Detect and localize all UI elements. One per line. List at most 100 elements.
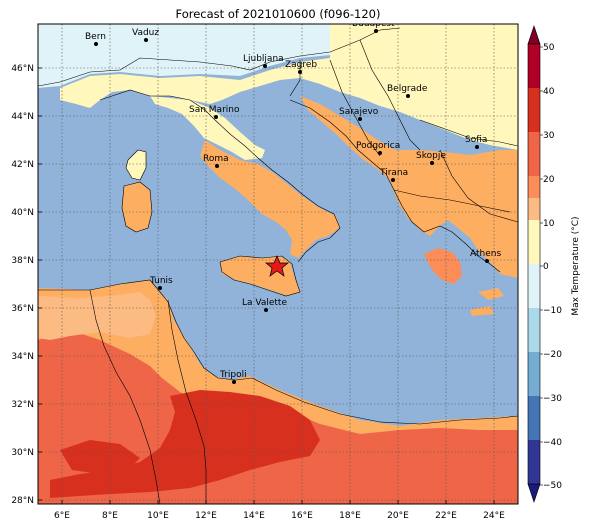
city-label-bern: Bern <box>85 32 106 42</box>
colorbar-band <box>528 88 540 110</box>
map-area: Bern Vaduz Budapest Ljubljana Zagreb Bel… <box>38 19 518 504</box>
sahara-red-patch <box>60 440 140 474</box>
city-label-zagreb: Zagreb <box>285 60 317 70</box>
colorbar-band <box>528 308 540 330</box>
city-label-athens: Athens <box>470 249 501 259</box>
city-label-tunis: Tunis <box>149 276 173 286</box>
lon-tick-label: 16°E <box>291 511 313 521</box>
colorbar-band <box>528 132 540 154</box>
lat-tick-label: 32°N <box>11 400 34 410</box>
city-label-sarajevo: Sarajevo <box>339 107 379 117</box>
colorbar-band <box>528 462 540 484</box>
city-dot-tripoli <box>232 380 236 384</box>
city-dot-budapest <box>374 29 378 33</box>
colorbar-band <box>528 154 540 176</box>
city-label-vaduz: Vaduz <box>132 28 159 38</box>
colorbar-frame <box>527 43 541 485</box>
forecast-point-star <box>265 255 289 277</box>
city-markers <box>94 29 489 384</box>
lat-tick-label: 30°N <box>11 448 34 458</box>
colorbar-band <box>528 220 540 242</box>
colorbar-band <box>528 374 540 396</box>
colorbar: 50 40 30 20 10 0 −10 −20 −30 −40 −50 Max… <box>527 25 581 503</box>
balkans-orange <box>300 96 518 278</box>
lon-tick-label: 22°E <box>435 511 457 521</box>
italy-north-pale-yellow <box>150 96 265 160</box>
city-dot-san-marino <box>214 115 218 119</box>
city-label-ljubljana: Ljubljana <box>243 54 284 64</box>
tunisia-pale-orange <box>38 292 156 340</box>
colorbar-top-extend <box>527 25 541 45</box>
colorbar-band <box>528 176 540 198</box>
city-label-skopje: Skopje <box>416 151 446 161</box>
lat-tick-label: 40°N <box>11 208 34 218</box>
land-pale-yellow <box>60 24 518 150</box>
colorbar-tick-label: −20 <box>543 350 562 360</box>
map-title: Forecast of 2021010600 (f096-120) <box>175 7 381 21</box>
lat-tick-label: 28°N <box>11 496 34 506</box>
colorbar-tick-label: 10 <box>543 219 555 229</box>
colorbar-band <box>528 352 540 374</box>
colorbar-band <box>528 242 540 264</box>
city-dot-la-valette <box>264 308 268 312</box>
lon-tick-label: 10°E <box>147 511 169 521</box>
city-label-podgorica: Podgorica <box>356 141 400 151</box>
colorbar-tick-label: 0 <box>543 262 549 272</box>
city-dot-roma <box>215 164 219 168</box>
peloponnese-orange <box>424 248 462 284</box>
lon-tick-label: 6°E <box>54 511 70 521</box>
map-gridlines <box>38 24 518 504</box>
sardinia-orange <box>122 182 152 232</box>
city-dot-skopje <box>430 161 434 165</box>
city-dot-podgorica <box>378 151 382 155</box>
city-label-san-marino: San Marino <box>189 105 240 115</box>
italy-orange <box>200 140 340 258</box>
lat-tick-label: 46°N <box>11 64 34 74</box>
colorbar-tick-label: 30 <box>543 131 555 141</box>
lon-tick-label: 24°E <box>483 511 505 521</box>
colorbar-bottom-extend <box>527 483 541 503</box>
colorbar-band <box>528 198 540 220</box>
city-label-tripoli: Tripoli <box>219 370 247 380</box>
city-dot-sarajevo <box>358 117 362 121</box>
city-dot-zagreb <box>298 70 302 74</box>
city-label-roma: Roma <box>203 154 229 164</box>
lon-tick-label: 12°E <box>195 511 217 521</box>
axis-tick-marks <box>38 67 495 504</box>
city-labels: Bern Vaduz Budapest Ljubljana Zagreb Bel… <box>85 19 501 380</box>
lon-tick-label: 18°E <box>339 511 361 521</box>
lon-tick-label: 14°E <box>243 511 265 521</box>
city-label-belgrade: Belgrade <box>387 84 428 94</box>
colorbar-tick-label: 40 <box>543 87 555 97</box>
city-dot-tunis <box>158 286 162 290</box>
city-dot-sofia <box>475 145 479 149</box>
city-dot-bern <box>94 42 98 46</box>
colorbar-band <box>528 110 540 132</box>
colorbar-tick-label: −40 <box>543 438 562 448</box>
aegean-island-orange <box>470 288 504 316</box>
city-dot-athens <box>485 259 489 263</box>
city-dot-tirana <box>391 178 395 182</box>
colorbar-title: Max Temperature (°C) <box>571 216 581 315</box>
country-borders <box>38 27 518 504</box>
colorbar-band <box>528 286 540 308</box>
city-label-la-valette: La Valette <box>242 298 287 308</box>
longitude-labels: 6°E 8°E 10°E 12°E 14°E 16°E 18°E 20°E 22… <box>54 511 505 521</box>
city-dot-belgrade <box>406 94 410 98</box>
city-dot-vaduz <box>144 38 148 42</box>
city-label-budapest: Budapest <box>352 19 395 29</box>
city-label-tirana: Tirana <box>379 168 408 178</box>
lat-tick-label: 44°N <box>11 112 34 122</box>
colorbar-tick-label: 20 <box>543 175 555 185</box>
city-label-sofia: Sofia <box>465 135 487 145</box>
map-frame <box>37 23 519 505</box>
colorbar-tick-label: −50 <box>543 481 562 491</box>
colorbar-tick-label: −30 <box>543 394 562 404</box>
colorbar-band <box>528 264 540 286</box>
lat-tick-label: 36°N <box>11 304 34 314</box>
lat-tick-label: 34°N <box>11 352 34 362</box>
colorbar-tick-label: −10 <box>543 306 562 316</box>
lat-tick-label: 42°N <box>11 160 34 170</box>
colorbar-band <box>528 418 540 440</box>
